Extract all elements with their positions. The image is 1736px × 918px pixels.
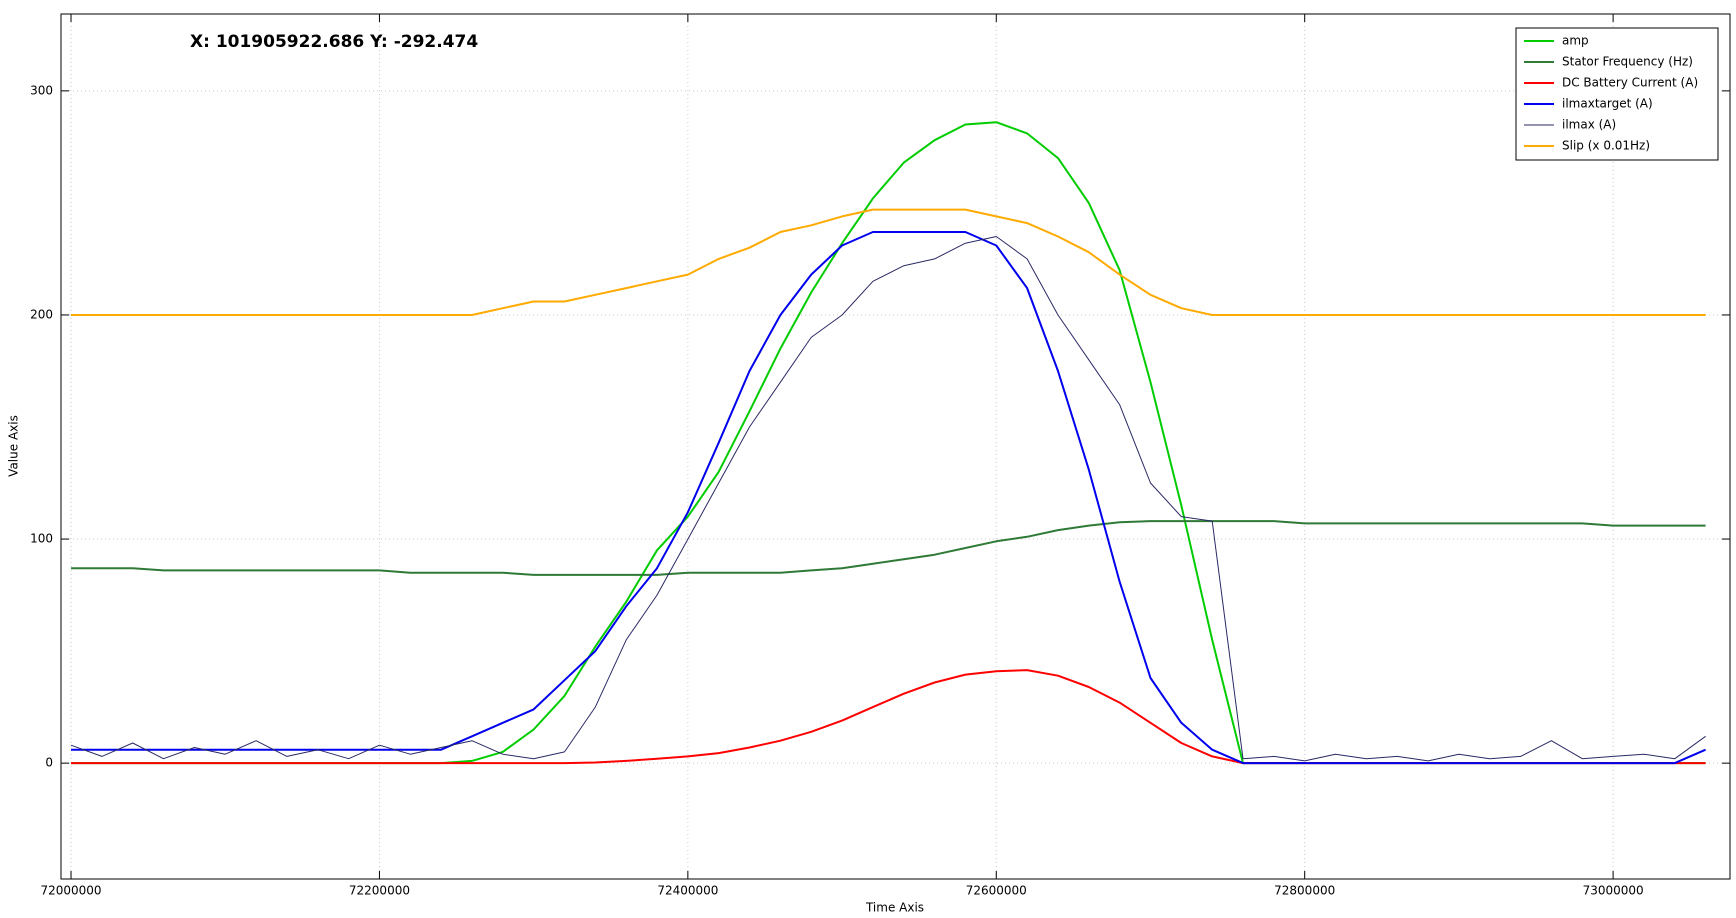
x-tick-label: 72400000	[657, 884, 718, 898]
legend-label: Stator Frequency (Hz)	[1562, 55, 1693, 69]
x-tick-label: 72600000	[966, 884, 1027, 898]
y-axis-label: Value Axis	[7, 415, 21, 477]
legend: amp Stator Frequency (Hz) DC Battery Curre…	[1515, 27, 1719, 161]
x-tick-label: 72000000	[40, 884, 101, 898]
legend-label: Slip (x 0.01Hz)	[1562, 139, 1650, 153]
x-tick-label: 72200000	[349, 884, 410, 898]
annotation: X: 101905922.686 Y: -292.474	[190, 32, 478, 52]
series-line	[71, 231, 1706, 765]
x-axis-label: Time Axis	[865, 901, 924, 915]
y-tick-label: 300	[30, 83, 53, 97]
y-tick-label: 200	[30, 307, 53, 321]
legend-label: amp	[1562, 34, 1589, 48]
series-line	[70, 236, 1706, 762]
legend-label: ilmaxtarget (A)	[1562, 97, 1653, 111]
series-line	[71, 208, 1706, 316]
x-tick-label: 72800000	[1274, 884, 1335, 898]
y-tick-label: 0	[45, 756, 53, 770]
plot-frame	[60, 13, 1731, 880]
x-tick-label: 73000000	[1583, 884, 1644, 898]
y-tick-label: 100	[30, 532, 53, 546]
legend-box	[1515, 27, 1719, 161]
legend-label: DC Battery Current (A)	[1562, 76, 1698, 90]
series-line	[71, 520, 1706, 576]
series-line	[71, 121, 1706, 765]
legend-label: ilmax (A)	[1562, 118, 1616, 132]
